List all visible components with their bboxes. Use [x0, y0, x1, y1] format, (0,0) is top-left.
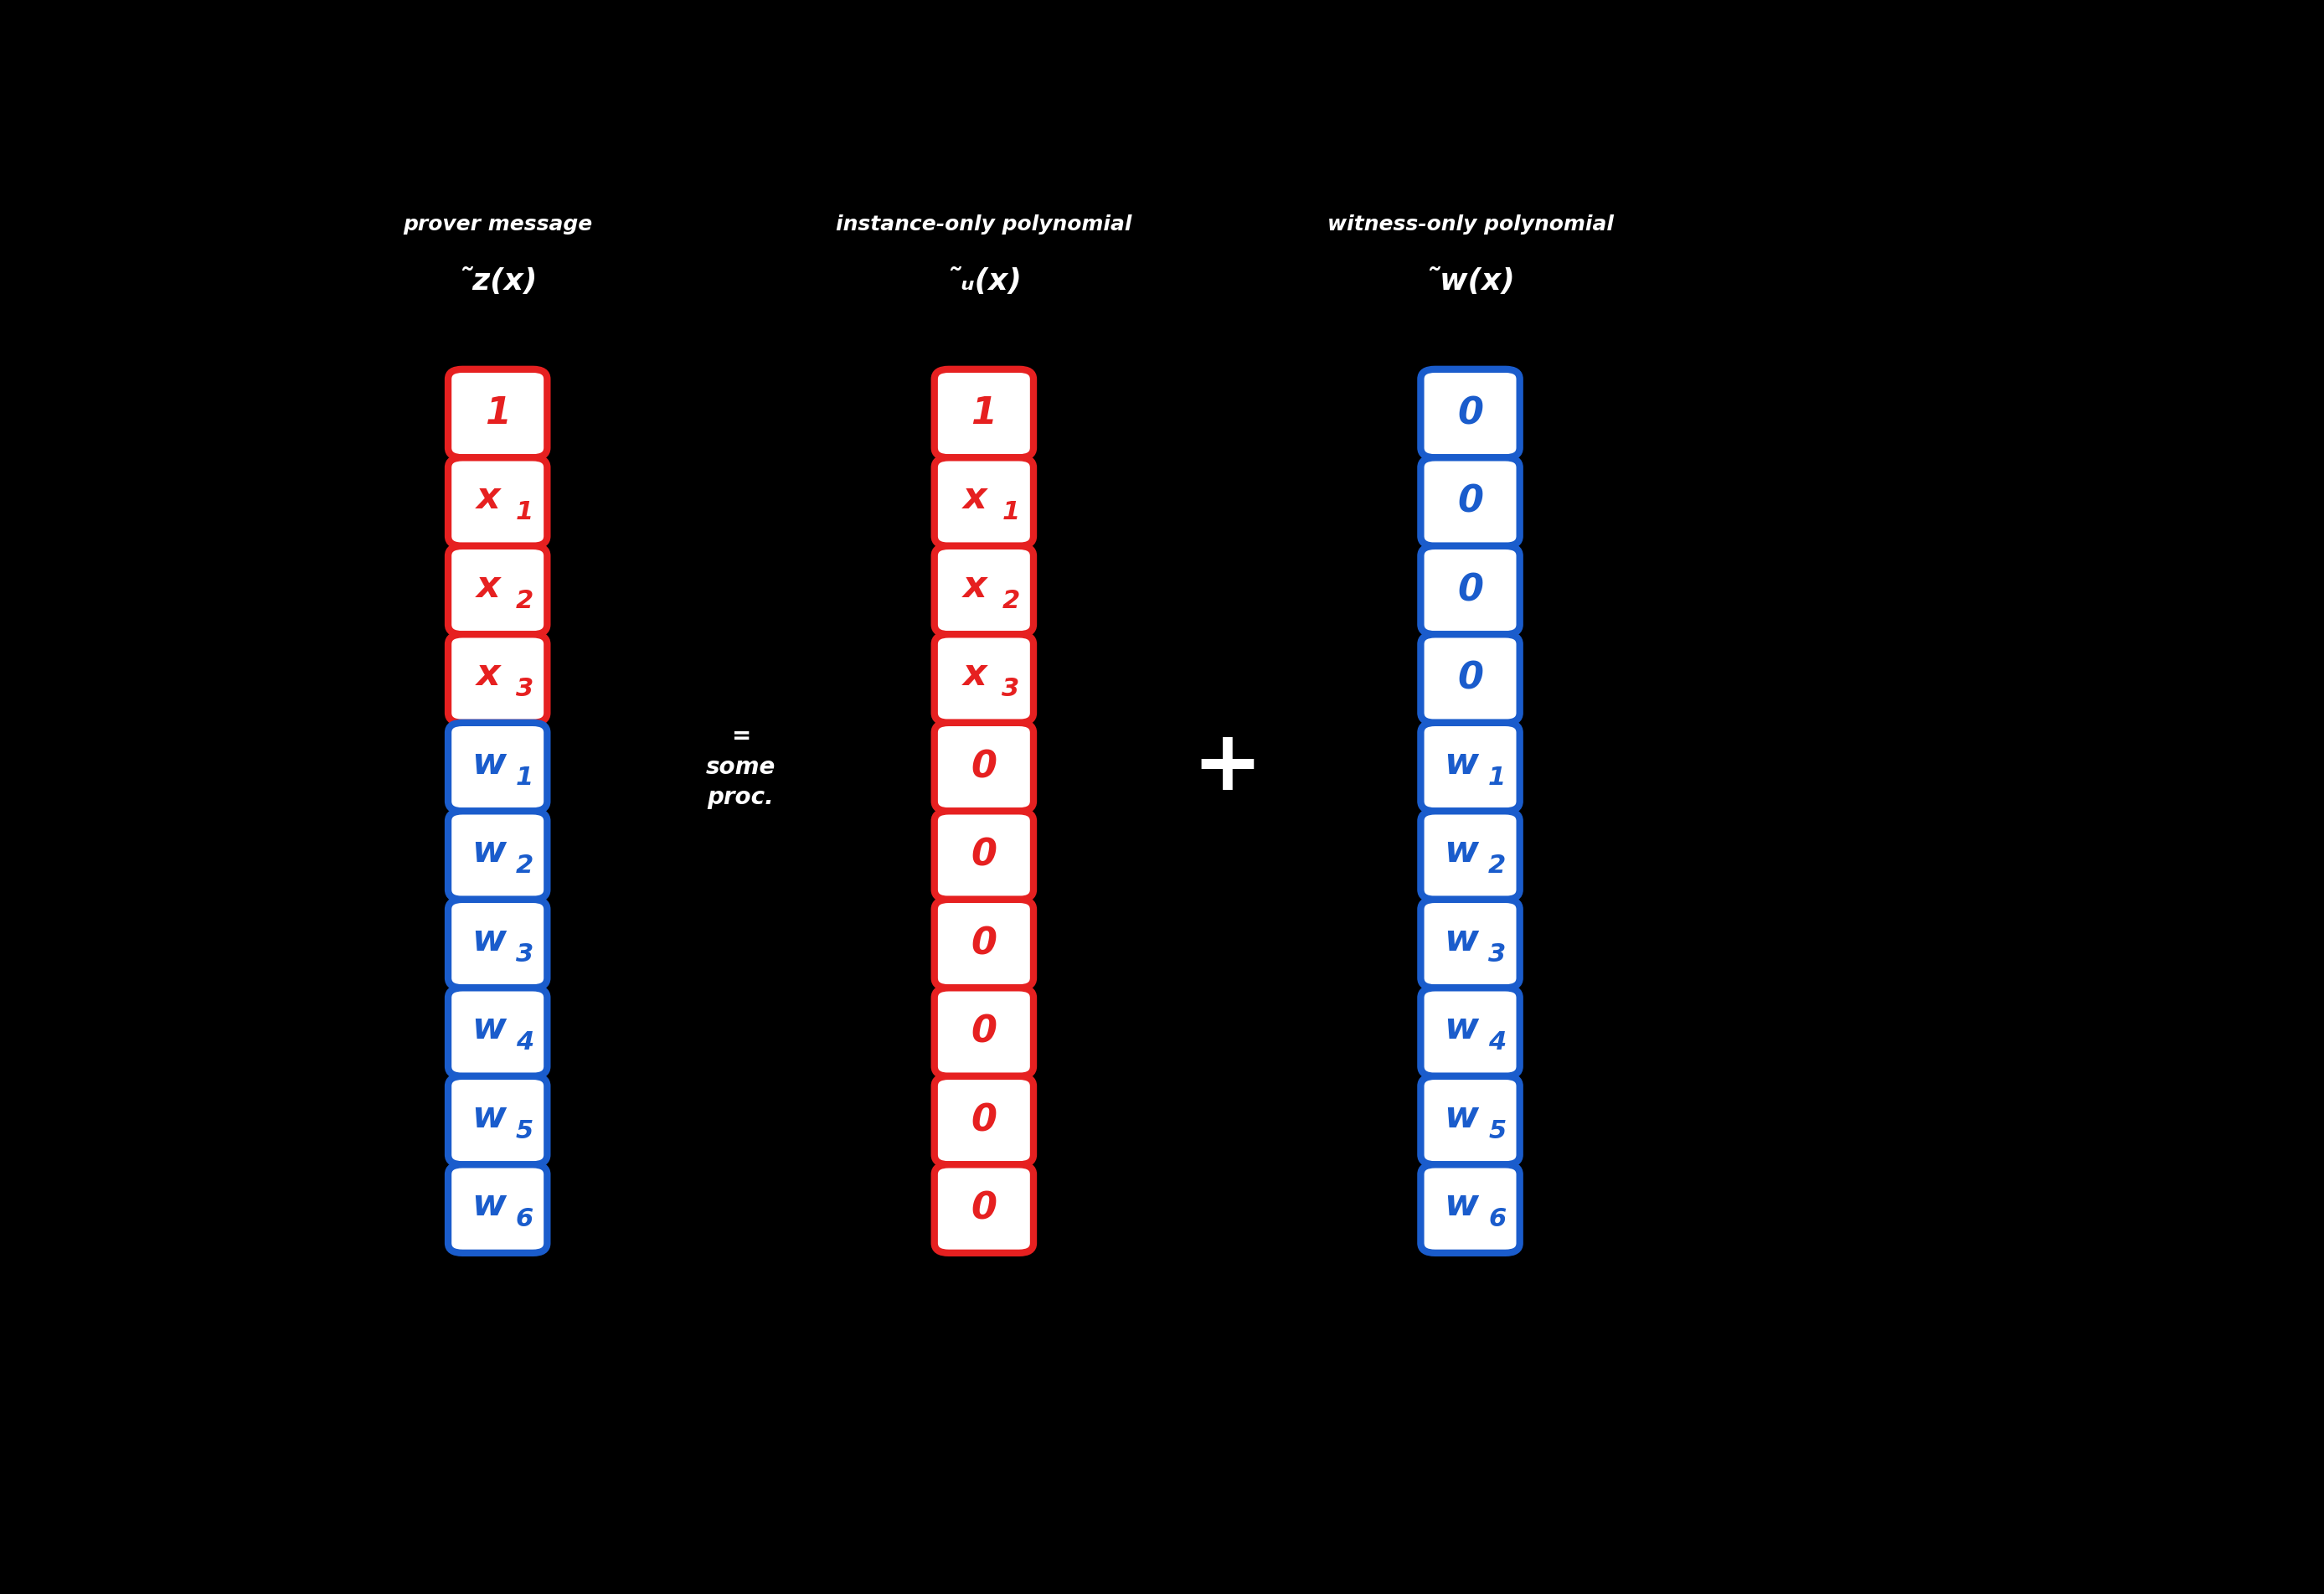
Text: x: x [476, 569, 500, 604]
Text: x: x [962, 569, 988, 604]
Text: prover message: prover message [402, 214, 593, 234]
Text: 5: 5 [516, 1119, 535, 1143]
FancyBboxPatch shape [934, 457, 1034, 547]
FancyBboxPatch shape [449, 457, 546, 547]
FancyBboxPatch shape [1420, 1165, 1520, 1253]
FancyBboxPatch shape [934, 547, 1034, 634]
FancyBboxPatch shape [449, 634, 546, 722]
FancyBboxPatch shape [449, 1076, 546, 1165]
Text: w: w [472, 1098, 507, 1135]
Text: 2: 2 [1487, 854, 1506, 878]
FancyBboxPatch shape [1420, 811, 1520, 899]
FancyBboxPatch shape [449, 811, 546, 899]
Text: w: w [472, 1188, 507, 1223]
Text: 0: 0 [971, 1014, 997, 1050]
Text: x: x [962, 480, 988, 516]
Text: 0: 0 [1457, 395, 1483, 432]
Text: x: x [476, 480, 500, 516]
Text: w: w [472, 1011, 507, 1047]
FancyBboxPatch shape [1420, 547, 1520, 634]
Text: 0: 0 [971, 1191, 997, 1227]
Text: 6: 6 [1487, 1207, 1506, 1232]
Text: witness-only polynomial: witness-only polynomial [1327, 214, 1613, 234]
Text: w: w [1443, 1098, 1478, 1135]
Text: x: x [962, 657, 988, 693]
FancyBboxPatch shape [934, 1165, 1034, 1253]
FancyBboxPatch shape [934, 1076, 1034, 1165]
FancyBboxPatch shape [934, 899, 1034, 988]
FancyBboxPatch shape [449, 722, 546, 811]
Text: 1: 1 [516, 765, 535, 789]
FancyBboxPatch shape [449, 899, 546, 988]
Text: 6: 6 [516, 1207, 535, 1232]
Text: 0: 0 [971, 749, 997, 784]
Text: 4: 4 [516, 1030, 535, 1055]
Text: w: w [1443, 1011, 1478, 1047]
Text: w: w [472, 834, 507, 870]
Text: ˜z(x): ˜z(x) [458, 268, 537, 295]
FancyBboxPatch shape [1420, 988, 1520, 1076]
Text: 0: 0 [1457, 485, 1483, 520]
Text: 0: 0 [971, 1103, 997, 1138]
Text: w: w [1443, 1188, 1478, 1223]
Text: w: w [472, 746, 507, 781]
Text: w: w [1443, 746, 1478, 781]
FancyBboxPatch shape [1420, 370, 1520, 457]
Text: 2: 2 [1002, 588, 1020, 614]
FancyBboxPatch shape [1420, 457, 1520, 547]
Text: ˜ᵤ(x): ˜ᵤ(x) [946, 268, 1023, 295]
Text: +: + [1192, 727, 1262, 808]
FancyBboxPatch shape [449, 988, 546, 1076]
Text: 4: 4 [1487, 1030, 1506, 1055]
Text: 1: 1 [486, 395, 511, 432]
Text: 3: 3 [1487, 942, 1506, 966]
FancyBboxPatch shape [934, 370, 1034, 457]
Text: 3: 3 [1002, 677, 1020, 701]
FancyBboxPatch shape [934, 634, 1034, 722]
Text: instance-only polynomial: instance-only polynomial [837, 214, 1132, 234]
FancyBboxPatch shape [449, 370, 546, 457]
Text: 2: 2 [516, 854, 535, 878]
Text: 0: 0 [1457, 572, 1483, 609]
FancyBboxPatch shape [1420, 722, 1520, 811]
Text: 0: 0 [1457, 660, 1483, 697]
FancyBboxPatch shape [1420, 1076, 1520, 1165]
Text: 3: 3 [516, 677, 535, 701]
Text: 0: 0 [971, 926, 997, 961]
Text: 5: 5 [1487, 1119, 1506, 1143]
Text: x: x [476, 657, 500, 693]
Text: 1: 1 [971, 395, 997, 432]
Text: 1: 1 [1487, 765, 1506, 789]
Text: w: w [472, 921, 507, 958]
Text: 0: 0 [971, 837, 997, 874]
Text: w: w [1443, 921, 1478, 958]
FancyBboxPatch shape [1420, 634, 1520, 722]
Text: 1: 1 [516, 501, 535, 524]
Text: 2: 2 [516, 588, 535, 614]
FancyBboxPatch shape [1420, 899, 1520, 988]
FancyBboxPatch shape [449, 1165, 546, 1253]
Text: w: w [1443, 834, 1478, 870]
Text: 1: 1 [1002, 501, 1020, 524]
Text: ˜w(x): ˜w(x) [1425, 268, 1515, 295]
FancyBboxPatch shape [934, 811, 1034, 899]
FancyBboxPatch shape [449, 547, 546, 634]
Text: =
some
proc.: = some proc. [706, 724, 776, 810]
Text: 3: 3 [516, 942, 535, 966]
FancyBboxPatch shape [934, 988, 1034, 1076]
FancyBboxPatch shape [934, 722, 1034, 811]
